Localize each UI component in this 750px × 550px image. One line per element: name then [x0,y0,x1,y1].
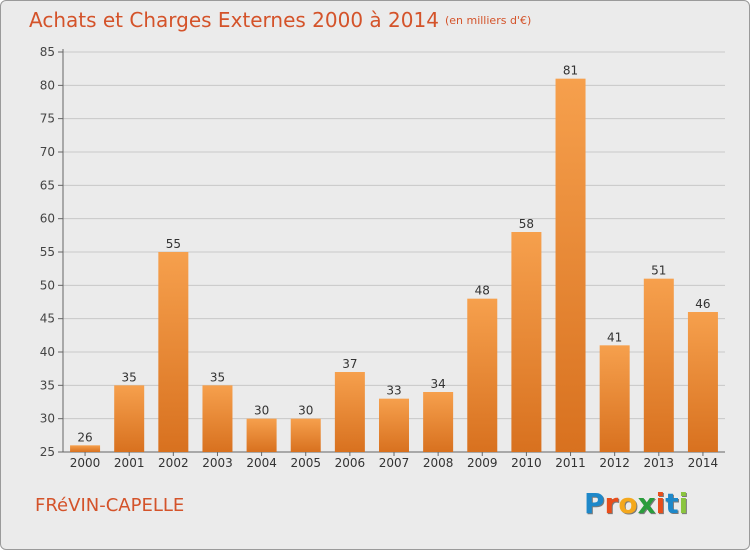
y-tick-label: 65 [40,178,55,192]
chart-unit: (en milliers d'€) [444,14,532,27]
data-label: 58 [519,217,534,231]
chart-title-text: Achats et Charges Externes 2000 à 2014 [29,8,439,32]
y-tick-label: 85 [40,45,55,59]
bar-2011 [555,78,586,453]
bar-2014 [687,312,718,452]
bar-2003 [202,385,233,452]
y-tick-label: 80 [40,78,55,92]
x-tick-label: 2000 [70,456,101,470]
bar-2009 [467,298,498,452]
y-tick-label: 40 [40,345,55,359]
y-tick-label: 60 [40,212,55,226]
data-label: 33 [386,384,401,398]
logo-letter: i [655,487,666,520]
data-label: 48 [475,284,490,298]
data-label: 46 [695,297,710,311]
bar-2000 [70,445,101,452]
x-tick-label: 2014 [688,456,719,470]
x-tick-label: 2005 [290,456,321,470]
bar-2004 [246,418,277,452]
data-label: 51 [651,264,666,278]
y-tick-label: 70 [40,145,55,159]
bar-2013 [643,278,674,452]
data-label: 34 [430,377,445,391]
bar-2001 [114,385,145,452]
data-label: 35 [210,370,225,384]
chart-title: Achats et Charges Externes 2000 à 2014 (e… [29,8,531,32]
data-label: 35 [122,370,137,384]
data-label: 30 [254,404,269,418]
x-tick-label: 2008 [423,456,454,470]
x-tick-label: 2010 [511,456,542,470]
proxiti-logo[interactable]: Proxiti [584,487,688,520]
x-tick-label: 2013 [644,456,675,470]
data-label: 81 [563,64,578,78]
y-tick-label: 75 [40,112,55,126]
y-tick-label: 50 [40,278,55,292]
x-tick-label: 2003 [202,456,233,470]
y-tick-label: 55 [40,245,55,259]
x-tick-label: 2011 [555,456,586,470]
logo-letter: i [678,487,689,520]
data-label: 41 [607,330,622,344]
bar-2007 [379,398,409,452]
bar-2010 [511,232,542,452]
bar-2008 [423,392,454,452]
bar-2006 [334,372,365,452]
logo-letter: o [618,487,638,520]
logo-letter: t [665,487,679,520]
x-tick-label: 2007 [379,456,410,470]
bar-2012 [599,345,630,452]
x-tick-label: 2001 [114,456,145,470]
axes: 25 30 35 40 45 50 55 60 65 70 75 80 85 2000 2001 2002 20… [40,45,725,470]
y-tick-label: 25 [40,445,55,459]
data-label: 37 [342,357,357,371]
logo-letter: r [604,487,619,520]
x-tick-label: 2012 [599,456,630,470]
bars: 26 35 55 35 30 30 37 33 34 48 58 81 41 51 46 [70,64,718,453]
y-tick-label: 45 [40,312,55,326]
x-tick-label: 2006 [335,456,366,470]
y-tick-label: 35 [40,378,55,392]
data-label: 55 [166,237,181,251]
x-tick-label: 2004 [246,456,277,470]
bar-2005 [290,418,321,452]
data-label: 30 [298,404,313,418]
logo-letter: x [637,487,656,520]
x-tick-label: 2009 [467,456,498,470]
bar-2002 [158,252,189,452]
x-tick-label: 2002 [158,456,189,470]
data-label: 26 [77,430,92,444]
logo-letter: P [584,487,605,520]
commune-name: FRéVIN-CAPELLE [35,495,185,516]
y-tick-label: 30 [40,412,55,426]
